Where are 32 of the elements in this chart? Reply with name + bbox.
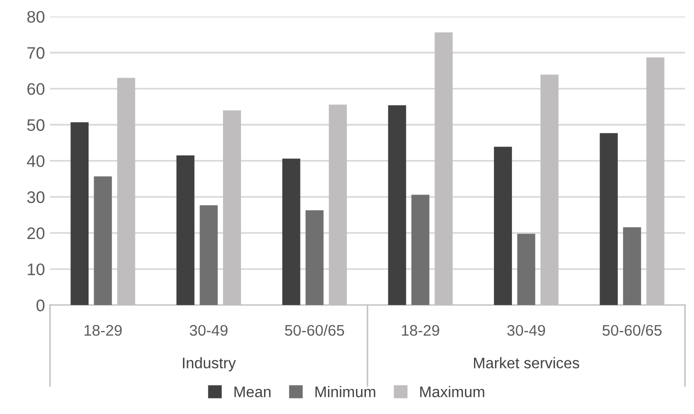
legend-label: Mean <box>234 386 270 398</box>
bar <box>517 234 536 306</box>
bar <box>306 210 324 306</box>
y-tick-label: 30 <box>27 191 44 204</box>
x-tick-label: 50-60/65 <box>285 324 344 336</box>
bar <box>388 105 406 306</box>
bar <box>600 133 618 306</box>
y-tick-label: 70 <box>27 47 44 59</box>
y-tick-label: 80 <box>27 10 44 23</box>
x-tick-label: 30-49 <box>190 324 228 336</box>
bar <box>70 122 89 306</box>
bar <box>282 158 300 306</box>
y-tick-label: 60 <box>27 83 44 95</box>
bar <box>411 194 430 306</box>
x-tick-label: 50-60/65 <box>602 324 662 336</box>
bar <box>200 205 218 306</box>
bar <box>494 146 512 306</box>
text: Market services <box>474 357 580 368</box>
legend-label: Minimum <box>316 386 376 398</box>
x-tick-label: 18-29 <box>84 324 122 336</box>
bar <box>176 155 194 306</box>
y-tick-label: 50 <box>27 119 44 131</box>
text: Industry <box>182 357 236 372</box>
x-tick-label: 30-49 <box>507 324 546 336</box>
legend-label: Maximum <box>420 386 484 398</box>
y-tick-label: 10 <box>28 263 44 276</box>
y-tick-label: 20 <box>27 227 44 240</box>
y-tick-label: 40 <box>26 155 44 168</box>
y-tick-label: 0 <box>36 300 44 312</box>
bar <box>94 176 112 306</box>
bar <box>623 227 642 306</box>
x-tick-label: 18-29 <box>402 324 440 336</box>
